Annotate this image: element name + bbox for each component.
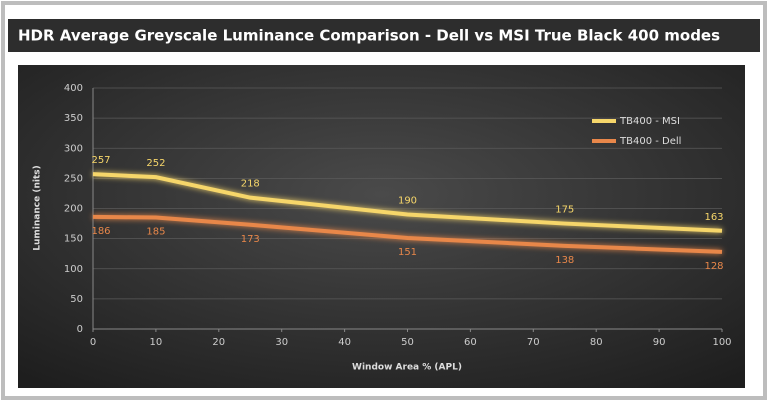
- data-label: 186: [91, 226, 110, 237]
- data-label: 173: [241, 234, 260, 245]
- data-label: 252: [146, 158, 165, 169]
- x-tick-label: 100: [712, 337, 731, 348]
- y-axis-title: Luminance (nits): [33, 165, 43, 250]
- x-tick-label: 80: [590, 337, 603, 348]
- data-label: 151: [398, 247, 417, 258]
- y-tick-label: 250: [64, 173, 83, 184]
- x-tick-label: 20: [212, 337, 225, 348]
- y-tick-label: 300: [64, 143, 83, 154]
- x-tick-label: 70: [527, 337, 540, 348]
- x-tick-label: 50: [401, 337, 414, 348]
- series-line: [92, 172, 723, 233]
- data-label: 218: [241, 179, 260, 190]
- x-axis-title: Window Area % (APL): [352, 363, 462, 373]
- y-tick-label: 200: [64, 204, 83, 215]
- data-label: 138: [555, 255, 574, 266]
- x-tick-label: 60: [464, 337, 477, 348]
- x-tick-label: 10: [150, 337, 163, 348]
- x-tick-label: 40: [338, 337, 351, 348]
- data-label: 163: [704, 212, 723, 223]
- data-label: 185: [146, 227, 165, 238]
- y-tick-label: 400: [64, 83, 83, 94]
- y-tick-label: 50: [70, 294, 83, 305]
- x-tick-label: 0: [90, 337, 96, 348]
- data-label: 190: [398, 196, 417, 207]
- y-tick-label: 350: [64, 113, 83, 124]
- title-bar: [8, 19, 760, 52]
- y-tick-label: 150: [64, 234, 83, 245]
- y-tick-label: 0: [77, 324, 83, 335]
- legend-label: TB400 - Dell: [619, 136, 681, 147]
- chart-title: HDR Average Greyscale Luminance Comparis…: [18, 27, 720, 45]
- data-label: 257: [91, 155, 110, 166]
- legend-label: TB400 - MSI: [619, 116, 680, 127]
- data-label: 175: [555, 205, 574, 216]
- y-tick-label: 100: [64, 264, 83, 275]
- x-tick-label: 90: [653, 337, 666, 348]
- x-tick-label: 30: [275, 337, 288, 348]
- data-label: 128: [704, 261, 723, 272]
- series-line: [92, 214, 723, 254]
